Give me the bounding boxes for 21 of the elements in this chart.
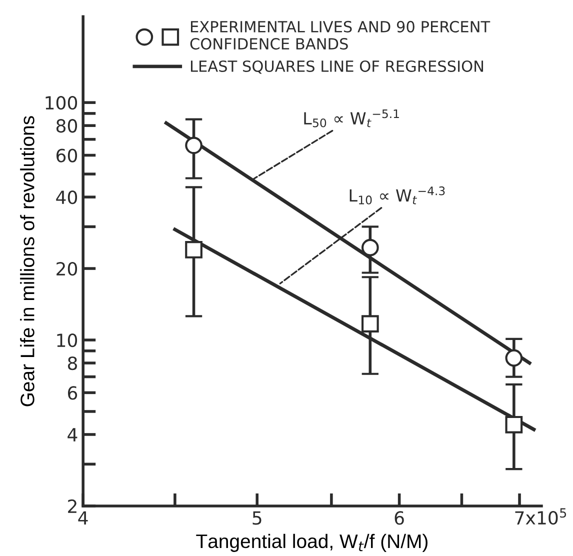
y-tick-label: 10 [57, 333, 78, 348]
legend-label: LEAST SQUARES LINE OF REGRESSION [190, 60, 484, 74]
y-tick-label: 8 [68, 356, 77, 370]
annotation: L$_{10}$ ∝ W$_{t}$$^{−4.3}$ [350, 186, 445, 204]
y-tick-label: 60 [56, 148, 78, 162]
legend-label: EXPERIMENTAL LIVES AND 90 PERCENT CONFIDENCE BANDS [190, 20, 490, 50]
y-tick-label: 40 [56, 190, 78, 204]
x-tick-label: 5 [252, 511, 262, 525]
y-tick-label: 100 [46, 96, 78, 110]
x-tick-label: 4 [78, 511, 88, 525]
y-tick-label: 4 [68, 428, 78, 442]
annotation: L$_{50}$ ∝ W$_{t}$$^{−5.1}$ [304, 109, 399, 128]
text: x10$^{5}$ [526, 508, 566, 525]
y-tick-label: 2 [68, 499, 76, 513]
y-axis-title: Gear Life in millions of revolutions [20, 116, 34, 406]
x-axis-title: Tangential load, W$_{t}$/f (N/M) [196, 534, 428, 552]
x-tick-label: 6 [394, 511, 404, 525]
y-tick-label: 6 [68, 386, 78, 400]
x-tick-label: 7 [515, 511, 524, 525]
y-tick-label: 80 [56, 119, 78, 133]
y-tick-label: 20 [56, 262, 78, 276]
